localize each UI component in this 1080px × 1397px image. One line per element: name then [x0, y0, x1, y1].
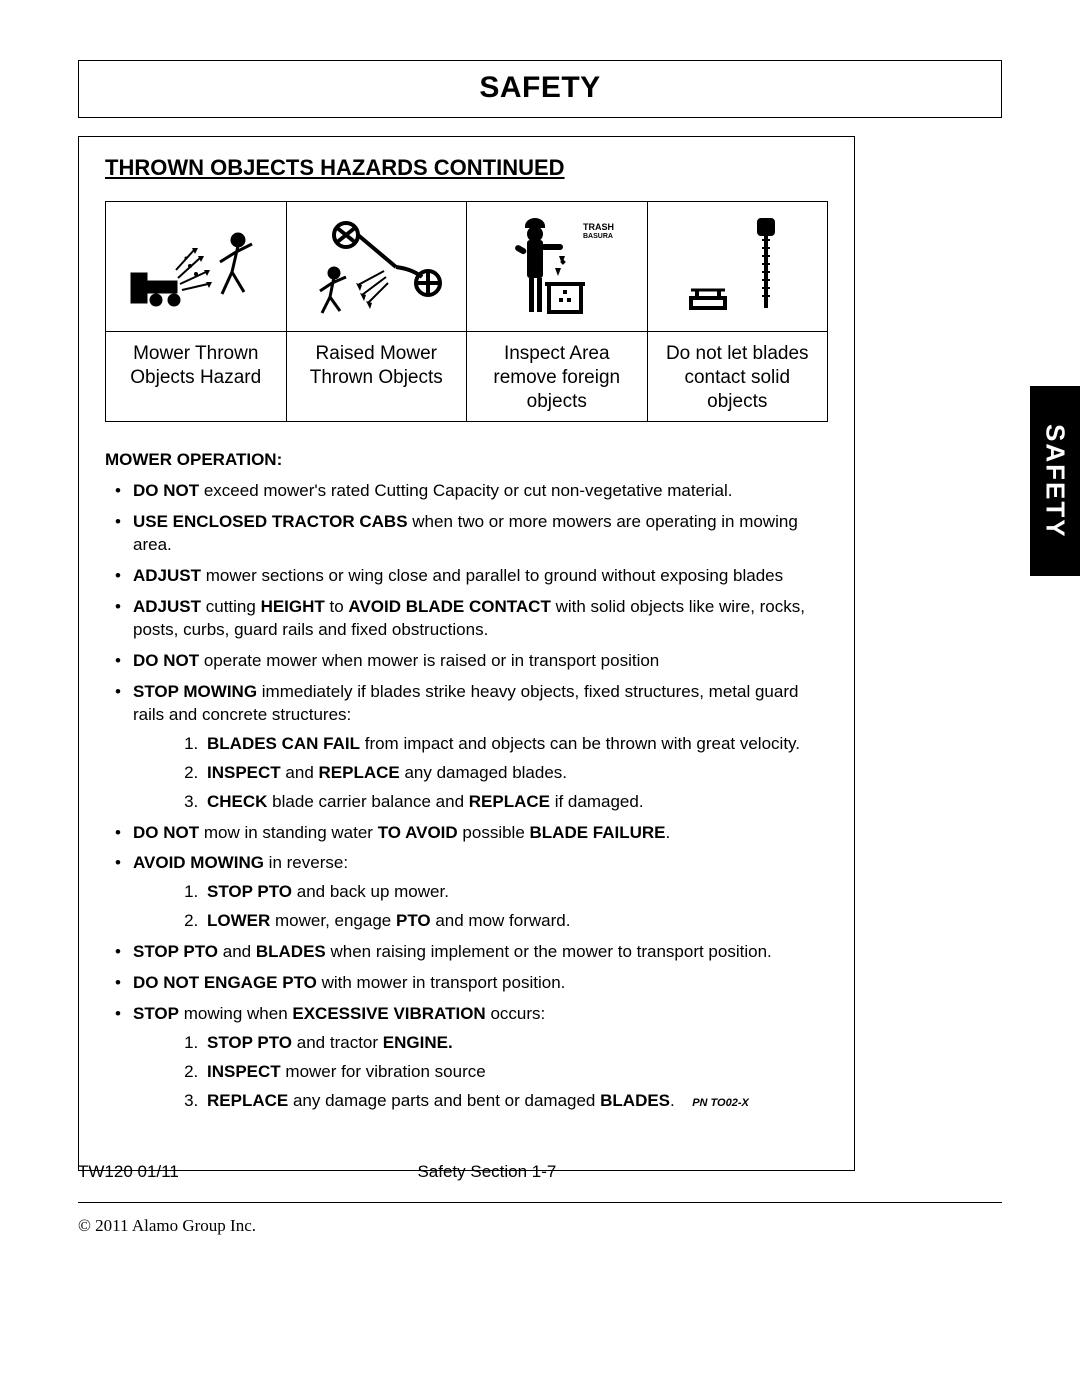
hazard-cell-icon	[647, 202, 828, 332]
sub-item: CHECK blade carrier balance and REPLACE …	[203, 791, 828, 814]
raised-mower-icon	[291, 217, 463, 317]
bullet-item: DO NOT operate mower when mower is raise…	[105, 650, 828, 673]
hazard-cell-label: Raised Mower Thrown Objects	[286, 332, 467, 422]
sub-item: LOWER mower, engage PTO and mow forward.	[203, 910, 828, 933]
blade-contact-icon	[652, 212, 824, 322]
bullet-item: DO NOT exceed mower's rated Cutting Capa…	[105, 480, 828, 503]
svg-text:BASURA: BASURA	[583, 233, 613, 240]
inspect-area-icon: TRASH BASURA	[471, 212, 643, 322]
footer-row: TW120 01/11 Safety Section 1-7	[78, 1162, 855, 1182]
svg-text:TRASH: TRASH	[583, 222, 614, 232]
sub-list: BLADES CAN FAIL from impact and objects …	[133, 733, 828, 814]
hazard-cell-label: Mower Thrown Objects Hazard	[106, 332, 287, 422]
sub-item: STOP PTO and tractor ENGINE.	[203, 1032, 828, 1055]
page-title: SAFETY	[79, 71, 1001, 105]
section-title: MOWER OPERATION:	[105, 450, 828, 470]
content-box: THROWN OBJECTS HAZARDS CONTINUED	[78, 136, 855, 1171]
sub-item: STOP PTO and back up mower.	[203, 881, 828, 904]
bullet-item: ADJUST cutting HEIGHT to AVOID BLADE CON…	[105, 596, 828, 642]
sub-item: INSPECT and REPLACE any damaged blades.	[203, 762, 828, 785]
sub-item: INSPECT mower for vibration source	[203, 1061, 828, 1084]
mower-thrown-icon	[110, 222, 282, 312]
hazard-cell-icon	[286, 202, 467, 332]
title-box: SAFETY	[78, 60, 1002, 118]
sub-item: BLADES CAN FAIL from impact and objects …	[203, 733, 828, 756]
sub-list: STOP PTO and tractor ENGINE. INSPECT mowe…	[133, 1032, 828, 1113]
copyright: © 2011 Alamo Group Inc.	[78, 1216, 256, 1236]
hazard-cell-icon: TRASH BASURA	[467, 202, 648, 332]
side-tab: SAFETY	[1030, 386, 1080, 576]
hazard-table: TRASH BASURA	[105, 201, 828, 422]
subheading: THROWN OBJECTS HAZARDS CONTINUED	[105, 155, 828, 181]
bullet-item: USE ENCLOSED TRACTOR CABS when two or mo…	[105, 511, 828, 557]
sub-list: STOP PTO and back up mower. LOWER mower, …	[133, 881, 828, 933]
side-tab-label: SAFETY	[1040, 424, 1071, 539]
sub-item: REPLACE any damage parts and bent or dam…	[203, 1090, 828, 1113]
bullet-item: STOP PTO and BLADES when raising impleme…	[105, 941, 828, 964]
footer-center: Safety Section 1-7	[149, 1162, 825, 1182]
hazard-cell-label: Do not let blades contact solid objects	[647, 332, 828, 422]
hazard-label-row: Mower Thrown Objects Hazard Raised Mower…	[106, 332, 828, 422]
bullet-item: ADJUST mower sections or wing close and …	[105, 565, 828, 588]
bullet-item: DO NOT mow in standing water TO AVOID po…	[105, 822, 828, 845]
hazard-icon-row: TRASH BASURA	[106, 202, 828, 332]
bullet-list: DO NOT exceed mower's rated Cutting Capa…	[105, 480, 828, 1113]
hazard-cell-label: Inspect Area remove foreign objects	[467, 332, 648, 422]
bullet-item: STOP MOWING immediately if blades strike…	[105, 681, 828, 814]
bullet-item: AVOID MOWING in reverse:STOP PTO and bac…	[105, 852, 828, 933]
bullet-item: DO NOT ENGAGE PTO with mower in transpor…	[105, 972, 828, 995]
hazard-cell-icon	[106, 202, 287, 332]
footer-rule	[78, 1202, 1002, 1203]
bullet-item: STOP mowing when EXCESSIVE VIBRATION occ…	[105, 1003, 828, 1113]
